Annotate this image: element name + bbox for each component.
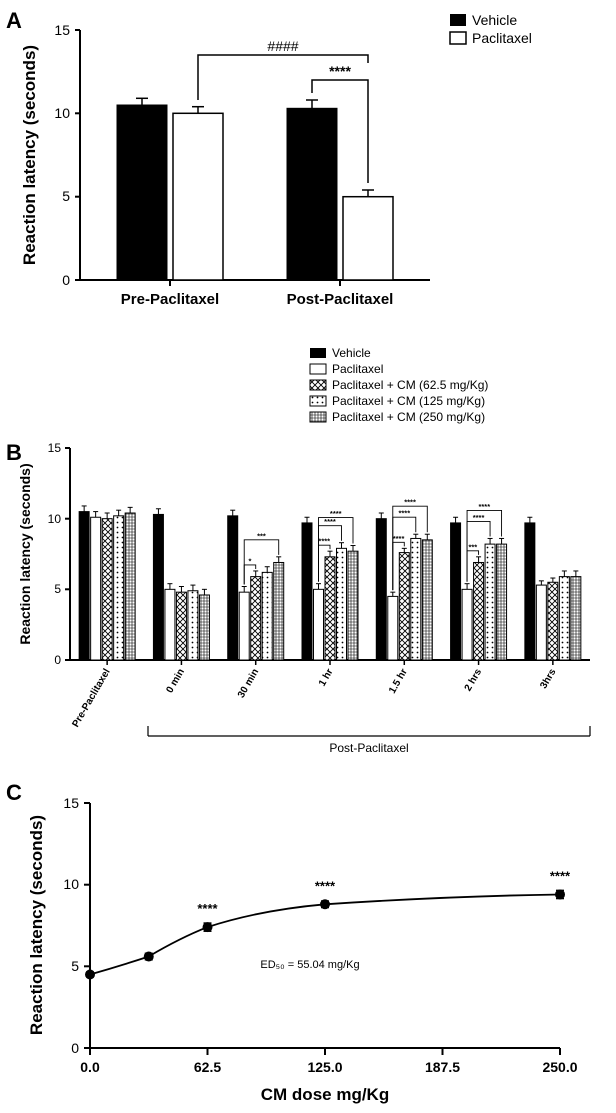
panel-c-ylabel: Reaction latency (seconds): [27, 815, 46, 1035]
panel-a-chart: 0 5 10 15 Reaction latency (seconds): [0, 0, 616, 320]
svg-text:15: 15: [54, 22, 70, 38]
svg-text:####: ####: [267, 38, 298, 54]
svg-text:Post-Paclitaxel: Post-Paclitaxel: [287, 291, 394, 308]
svg-text:****: ****: [197, 901, 218, 916]
svg-text:Vehicle: Vehicle: [332, 346, 371, 360]
svg-text:***: ***: [468, 542, 477, 551]
svg-text:5: 5: [62, 188, 70, 204]
svg-text:Paclitaxel + CM (250 mg/Kg): Paclitaxel + CM (250 mg/Kg): [332, 410, 485, 424]
svg-text:Post-Paclitaxel: Post-Paclitaxel: [329, 741, 408, 755]
svg-text:3hrs: 3hrs: [538, 667, 558, 691]
svg-text:****: ****: [398, 509, 410, 518]
svg-text:Paclitaxel: Paclitaxel: [332, 362, 383, 376]
svg-text:Vehicle: Vehicle: [472, 12, 517, 28]
svg-text:****: ****: [318, 537, 330, 546]
svg-text:*: *: [249, 556, 252, 565]
svg-text:****: ****: [550, 868, 571, 883]
svg-text:****: ****: [315, 878, 336, 893]
svg-text:****: ****: [478, 502, 490, 511]
panel-b-ylabel: Reaction latency (seconds): [17, 463, 33, 644]
svg-text:****: ****: [404, 498, 416, 507]
svg-text:30 min: 30 min: [236, 667, 261, 700]
svg-text:1.5 hr: 1.5 hr: [387, 667, 410, 696]
svg-text:Pre-Paclitaxel: Pre-Paclitaxel: [121, 291, 219, 308]
svg-text:Paclitaxel + CM (62.5 mg/Kg): Paclitaxel + CM (62.5 mg/Kg): [332, 378, 488, 392]
svg-text:****: ****: [330, 509, 342, 518]
svg-text:10: 10: [63, 876, 79, 892]
svg-text:****: ****: [473, 513, 485, 522]
svg-text:1 hr: 1 hr: [317, 667, 336, 688]
svg-text:Pre-Paclitaxel: Pre-Paclitaxel: [70, 667, 112, 729]
svg-text:15: 15: [48, 441, 62, 455]
panel-c-chart: 0 5 10 15 Reaction latency (seconds) 0.0…: [0, 778, 616, 1113]
svg-text:Paclitaxel + CM (125 mg/Kg): Paclitaxel + CM (125 mg/Kg): [332, 394, 485, 408]
svg-text:Paclitaxel: Paclitaxel: [472, 30, 532, 46]
svg-text:10: 10: [48, 512, 62, 526]
svg-text:0 min: 0 min: [164, 667, 187, 695]
svg-text:62.5: 62.5: [194, 1059, 221, 1075]
panel-c-ed50: ED₅₀ = 55.04 mg/Kg: [260, 959, 359, 971]
svg-text:5: 5: [54, 582, 61, 596]
svg-text:15: 15: [63, 795, 79, 811]
panel-c-xlabel: CM dose mg/Kg: [261, 1085, 389, 1104]
svg-text:125.0: 125.0: [307, 1059, 342, 1075]
panel-b-legend: Vehicle Paclitaxel Paclitaxel + CM (62.5…: [310, 346, 488, 424]
svg-text:0.0: 0.0: [80, 1059, 100, 1075]
svg-text:0: 0: [54, 653, 61, 667]
svg-text:****: ****: [329, 63, 351, 79]
svg-text:0: 0: [71, 1040, 79, 1056]
svg-text:***: ***: [257, 531, 266, 540]
svg-text:187.5: 187.5: [425, 1059, 460, 1075]
panel-a-ylabel: Reaction latency (seconds): [20, 45, 39, 265]
svg-text:****: ****: [324, 517, 336, 526]
svg-text:10: 10: [54, 105, 70, 121]
figure-container: A 0 5 10 15 Reaction latency (seconds): [0, 0, 616, 1113]
svg-text:0: 0: [62, 272, 70, 288]
svg-text:250.0: 250.0: [542, 1059, 577, 1075]
panel-b-chart: Vehicle Paclitaxel Paclitaxel + CM (62.5…: [0, 340, 616, 770]
svg-text:2 hrs: 2 hrs: [463, 667, 485, 694]
svg-text:5: 5: [71, 958, 79, 974]
svg-text:****: ****: [393, 534, 405, 543]
